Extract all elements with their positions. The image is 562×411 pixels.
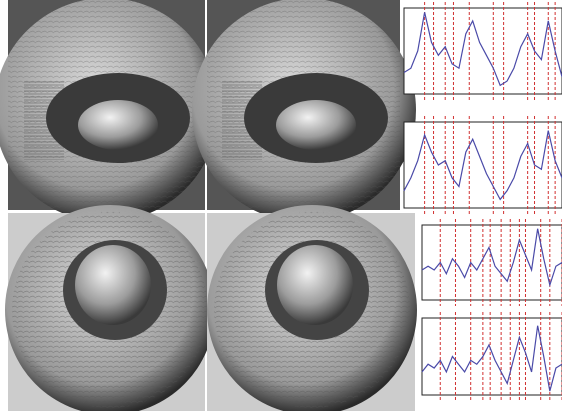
render-top-right (192, 0, 416, 222)
figure (0, 0, 562, 411)
render-bottom-right (207, 205, 417, 411)
render-top-left (0, 0, 218, 222)
render-bottom-left (5, 205, 215, 411)
plot-frame (404, 8, 562, 94)
